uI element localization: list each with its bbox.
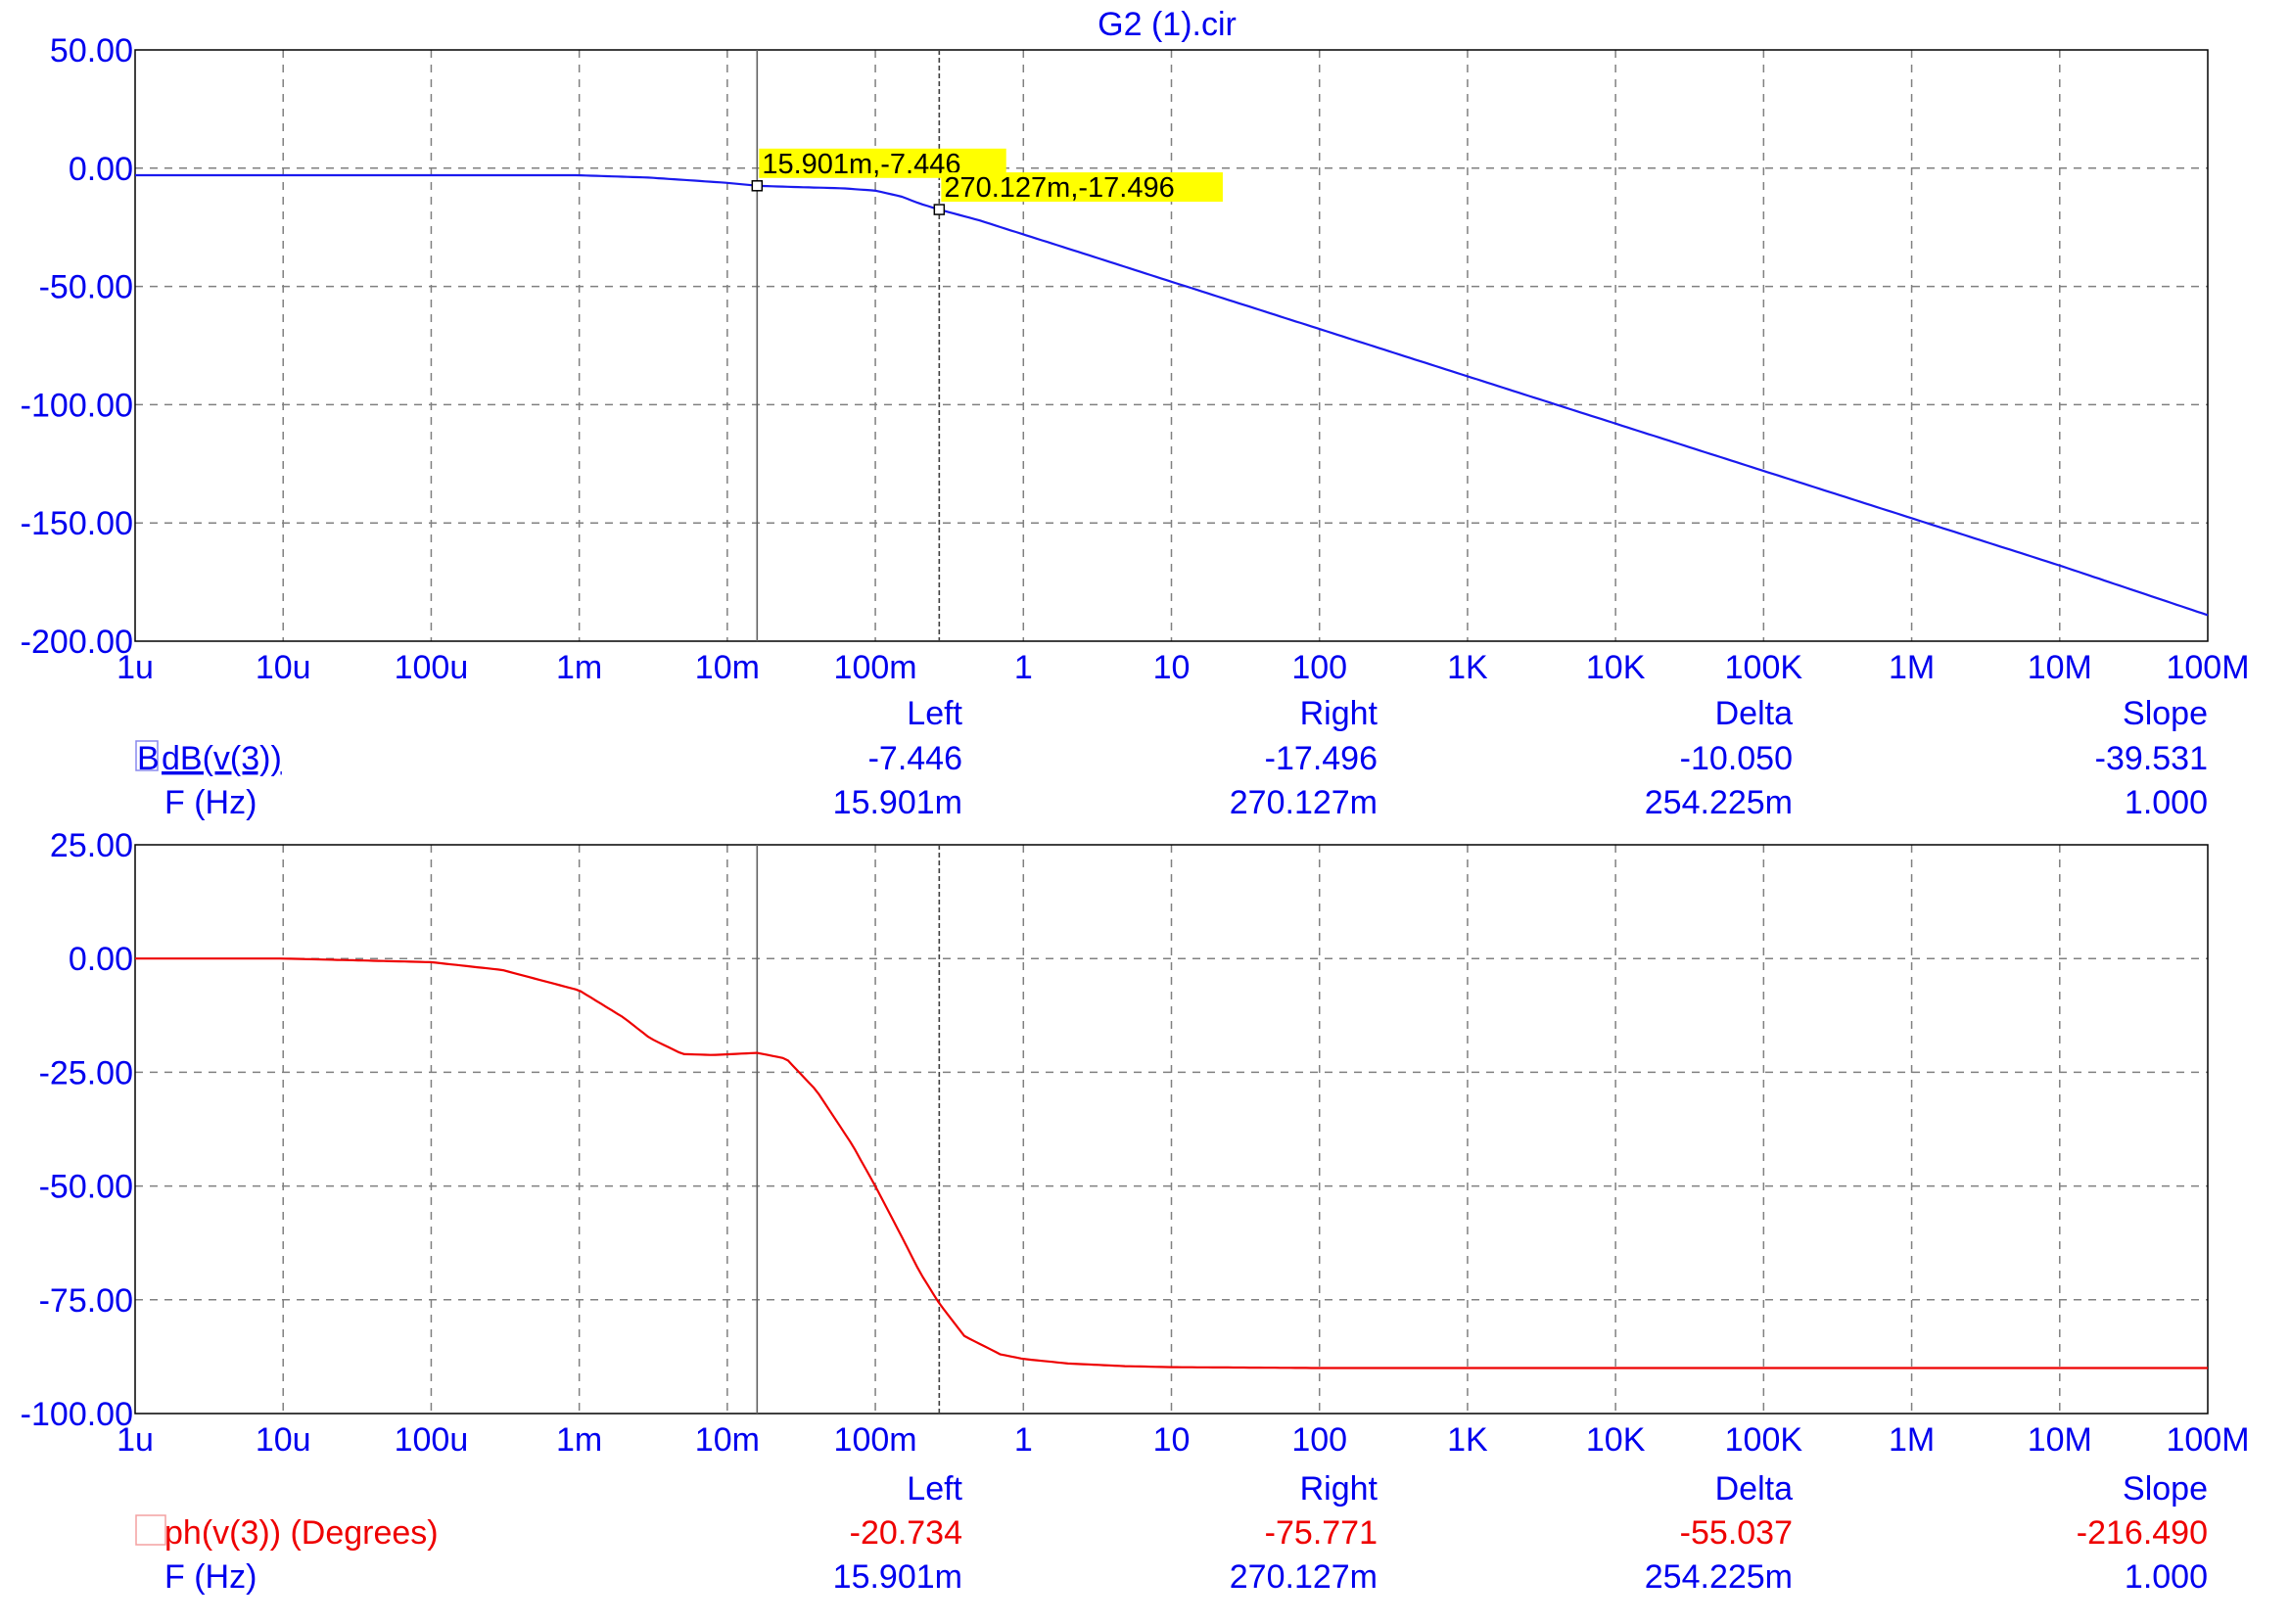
magnitude-readout: Left Right Delta Slope B dB(v(3)) -7.446… [135, 695, 2208, 821]
phase-freq-left: 15.901m [833, 1558, 962, 1596]
magnitude-x-tick-label: 10M [2028, 649, 2092, 686]
phase-x-tick-label: 100 [1291, 1421, 1347, 1459]
phase-y-tick-label: 0.00 [69, 941, 133, 978]
magnitude-x-tick-label: 1K [1447, 649, 1488, 686]
magnitude-x-tick-label: 1m [556, 649, 602, 686]
phase-x-tick-label: 10M [2028, 1421, 2092, 1459]
phase-x-tick-label: 10K [1586, 1421, 1646, 1459]
phase-value-slope: -216.490 [2077, 1514, 2208, 1552]
magnitude-y-tick-label: 50.00 [50, 32, 133, 70]
phase-panel: 1u 10u 100u 1m 10m 100m 1 10 100 1K 10K 100K 1M 10M 10… [21, 827, 2250, 1459]
magnitude-trace-marker-box[interactable] [135, 740, 159, 771]
magnitude-freq-right: 270.127m [1230, 784, 1378, 821]
magnitude-freq-left: 15.901m [833, 784, 962, 821]
phase-y-tick-label: -50.00 [39, 1169, 133, 1206]
magnitude-value-right: -17.496 [1265, 740, 1378, 777]
phase-freq-right: 270.127m [1230, 1558, 1378, 1596]
magnitude-x-tick-label: 10K [1586, 649, 1646, 686]
plot-title: G2 (1).cir [1098, 6, 1237, 43]
phase-x-tick-label: 10 [1153, 1421, 1191, 1459]
magnitude-trace-line [135, 173, 2209, 617]
magnitude-x-tick-label: 100u [395, 649, 469, 686]
magnitude-y-tick-label: -150.00 [21, 505, 133, 542]
magnitude-y-tick-label: -100.00 [21, 387, 133, 424]
phase-readout: Left Right Delta Slope ph(v(3)) (Degrees… [135, 1470, 2208, 1596]
cursor-point-marker[interactable] [751, 180, 764, 192]
phase-x-tick-label: 1M [1889, 1421, 1935, 1459]
magnitude-x-tick-label: 100 [1291, 649, 1347, 686]
magnitude-freq-slope: 1.000 [2125, 784, 2208, 821]
readout-header-delta-2: Delta [1715, 1470, 1793, 1508]
magnitude-x-tick-label: 10m [695, 649, 760, 686]
cursor-point-marker[interactable] [933, 204, 946, 215]
phase-y-tick-label: -75.00 [39, 1282, 133, 1320]
phase-x-tick-label: 1u [117, 1421, 154, 1459]
magnitude-x-tick-label: 1 [1014, 649, 1033, 686]
magnitude-x-tick-label: 100K [1725, 649, 1803, 686]
readout-header-right: Right [1300, 695, 1379, 732]
phase-value-left: -20.734 [850, 1514, 962, 1552]
phase-y-tick-label: 25.00 [50, 827, 133, 864]
magnitude-y-tick-label: -50.00 [39, 269, 133, 306]
magnitude-x-tick-label: 100M [2166, 649, 2249, 686]
magnitude-x-tick-label: 1M [1889, 649, 1935, 686]
magnitude-x-tick-label: 10u [256, 649, 311, 686]
phase-x-tick-label: 1m [556, 1421, 602, 1459]
magnitude-value-slope: -39.531 [2095, 740, 2208, 777]
magnitude-x-tick-label: 100m [834, 649, 917, 686]
phase-x-tick-label: 1K [1447, 1421, 1488, 1459]
phase-y-tick-label: -25.00 [39, 1054, 133, 1091]
phase-trace-marker-box[interactable] [135, 1514, 166, 1546]
phase-x-tick-label: 1 [1014, 1421, 1033, 1459]
magnitude-freq-label: F (Hz) [164, 784, 257, 821]
magnitude-freq-delta: 254.225m [1645, 784, 1793, 821]
phase-plot-frame [134, 844, 2209, 1415]
phase-freq-label: F (Hz) [164, 1558, 257, 1596]
readout-header-slope: Slope [2123, 695, 2208, 732]
phase-value-delta: -55.037 [1680, 1514, 1793, 1552]
phase-x-tick-label: 100u [395, 1421, 469, 1459]
phase-x-tick-label: 10m [695, 1421, 760, 1459]
magnitude-x-tick-label: 1u [117, 649, 154, 686]
magnitude-trace-name[interactable]: dB(v(3)) [162, 740, 282, 777]
magnitude-plot-frame [134, 49, 2209, 642]
phase-value-right: -75.771 [1265, 1514, 1378, 1552]
magnitude-trace-marker: B [137, 740, 160, 777]
magnitude-x-tick-label: 10 [1153, 649, 1191, 686]
phase-x-tick-label: 10u [256, 1421, 311, 1459]
magnitude-y-tick-label: -200.00 [21, 624, 133, 661]
phase-x-tick-label: 100m [834, 1421, 917, 1459]
magnitude-panel: 1u 10u 100u 1m 10m 100m 1 10 100 1K 10K 100K 1M 10M 10… [21, 32, 2250, 686]
readout-header-delta: Delta [1715, 695, 1793, 732]
readout-header-left-2: Left [907, 1470, 962, 1508]
cursor-value-label: 15.901m,-7.446 [762, 149, 960, 180]
phase-trace-line [135, 957, 2208, 1369]
phase-freq-delta: 254.225m [1645, 1558, 1793, 1596]
cursor-value-label: 270.127m,-17.496 [944, 172, 1174, 204]
phase-y-tick-label: -100.00 [21, 1396, 133, 1433]
phase-x-tick-label: 100M [2166, 1421, 2249, 1459]
magnitude-value-left: -7.446 [868, 740, 962, 777]
phase-x-tick-label: 100K [1725, 1421, 1803, 1459]
readout-header-left: Left [907, 695, 962, 732]
cursor-value-label-bg [941, 172, 1223, 203]
magnitude-value-delta: -10.050 [1680, 740, 1793, 777]
readout-header-slope-2: Slope [2123, 1470, 2208, 1508]
phase-trace-name[interactable]: ph(v(3)) (Degrees) [164, 1514, 439, 1552]
readout-header-right-2: Right [1300, 1470, 1379, 1508]
phase-freq-slope: 1.000 [2125, 1558, 2208, 1596]
magnitude-y-tick-label: 0.00 [69, 151, 133, 188]
